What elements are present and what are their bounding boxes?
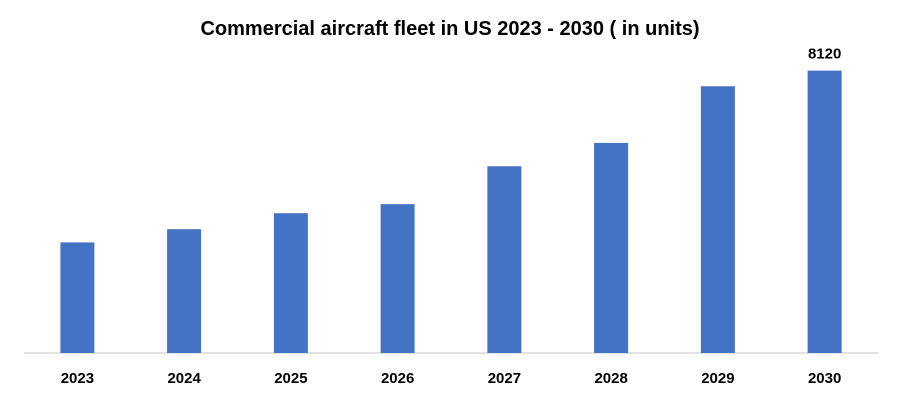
bar-2026 — [380, 204, 415, 353]
bars-group — [60, 70, 842, 354]
bar-2024 — [167, 229, 202, 353]
x-tick-label-2028: 2028 — [594, 370, 627, 387]
bar-2025 — [273, 213, 308, 353]
bar-2030 — [807, 70, 842, 354]
x-tick-label-2025: 2025 — [274, 370, 307, 387]
x-tick-label-2024: 2024 — [167, 370, 201, 387]
data-labels: 8120 — [808, 46, 841, 63]
bar-2023 — [60, 242, 95, 353]
chart-title: Commercial aircraft fleet in US 2023 - 2… — [200, 18, 700, 40]
bar-2028 — [594, 142, 629, 353]
bar-2027 — [487, 166, 522, 353]
x-tick-label-2029: 2029 — [701, 370, 734, 387]
bar-2029 — [700, 86, 735, 353]
x-tick-label-2030: 2030 — [808, 370, 841, 387]
x-tick-label-2026: 2026 — [381, 370, 414, 387]
x-tick-label-2023: 2023 — [61, 370, 94, 387]
x-tick-labels: 2023 2024 2025 2026 2027 2028 2029 2030 — [61, 370, 842, 387]
data-label-2030: 8120 — [808, 46, 841, 63]
x-tick-label-2027: 2027 — [488, 370, 521, 387]
